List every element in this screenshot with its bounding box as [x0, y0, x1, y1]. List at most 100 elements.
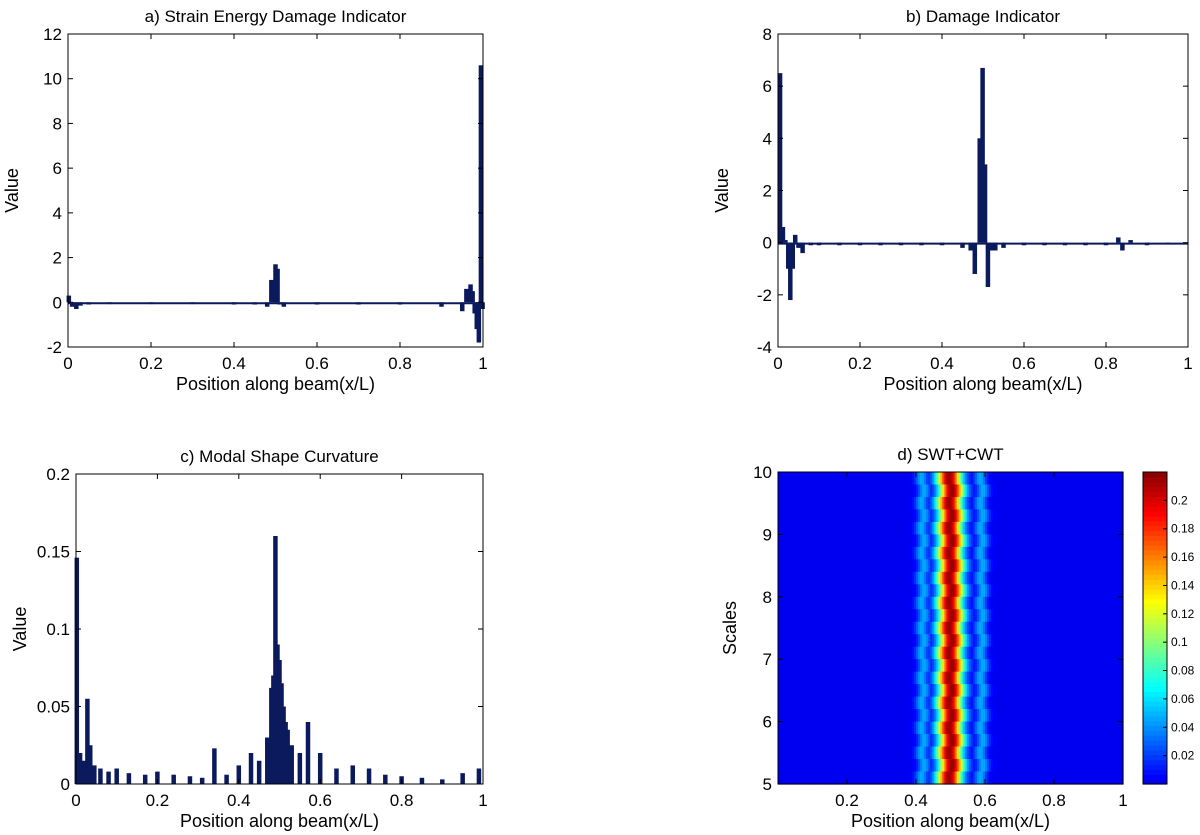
- heat-cell: [800, 759, 803, 773]
- heat-cell: [834, 771, 838, 785]
- heat-cell: [782, 472, 785, 486]
- heat-cell: [800, 671, 803, 685]
- heat-cell: [814, 634, 818, 648]
- heat-cell: [830, 659, 834, 673]
- heat-cell: [976, 659, 980, 673]
- heat-cell: [952, 571, 956, 585]
- heat-cell: [1047, 484, 1051, 498]
- heat-cell: [1082, 646, 1086, 660]
- heat-cell: [1076, 546, 1079, 560]
- heat-cell: [810, 546, 814, 560]
- heat-cell: [938, 609, 941, 623]
- heat-cell: [911, 671, 915, 685]
- heat-cell: [1062, 484, 1065, 498]
- heat-cell: [800, 659, 803, 673]
- heat-cell: [978, 521, 982, 535]
- y-tick-label: 2: [763, 182, 772, 201]
- heat-cell: [1084, 609, 1088, 623]
- heat-cell: [855, 472, 858, 486]
- heat-cell: [978, 496, 982, 511]
- heat-cell: [1066, 771, 1069, 785]
- heat-cell: [997, 771, 1000, 785]
- heat-cell: [920, 646, 923, 660]
- heat-cell: [780, 534, 783, 548]
- heat-cell: [934, 596, 937, 610]
- heat-cell: [849, 696, 852, 710]
- heat-cell: [887, 596, 891, 610]
- heat-cell: [980, 509, 984, 523]
- heat-cell: [826, 709, 830, 723]
- heat-cell: [790, 634, 793, 648]
- heat-cell: [1074, 596, 1077, 610]
- heat-cell: [1051, 609, 1055, 623]
- heat-cell: [1086, 472, 1090, 486]
- heat-cell: [794, 609, 797, 623]
- heat-cell: [928, 684, 931, 698]
- y-axis-label-a: Value: [2, 168, 22, 213]
- heat-cell: [1106, 696, 1110, 710]
- heat-cell: [814, 521, 818, 535]
- heat-cell: [1118, 534, 1122, 548]
- heat-cell: [782, 484, 785, 498]
- heat-cell: [1003, 521, 1006, 535]
- heat-cell: [1104, 496, 1108, 511]
- heat-cell: [804, 521, 808, 535]
- heat-cell: [873, 609, 877, 623]
- heat-cell: [879, 646, 883, 660]
- heat-cell: [1019, 634, 1023, 648]
- x-tick-label: 0.8: [1042, 791, 1066, 810]
- heat-cell: [1007, 584, 1010, 598]
- heat-cell: [1104, 671, 1108, 685]
- heat-cell: [922, 696, 925, 710]
- heat-cell: [1064, 571, 1067, 585]
- heat-cell: [1025, 509, 1029, 523]
- heat-cell: [934, 721, 937, 735]
- heat-cell: [830, 496, 834, 511]
- heat-cell: [932, 534, 935, 548]
- heat-cell: [911, 771, 915, 785]
- heat-cell: [1060, 684, 1063, 698]
- heat-cell: [842, 696, 846, 710]
- heat-cell: [859, 771, 862, 785]
- heat-cell: [991, 659, 994, 673]
- heat-cell: [1114, 709, 1118, 723]
- heat-cell: [1023, 771, 1027, 785]
- heat-cell: [1110, 609, 1114, 623]
- heat-cell: [1072, 496, 1075, 511]
- heat-cell: [857, 696, 860, 710]
- heat-cell: [865, 684, 868, 698]
- heat-cell: [879, 509, 883, 523]
- heat-cell: [1029, 746, 1033, 760]
- heat-cell: [1118, 734, 1122, 748]
- bar-c-36: [366, 768, 372, 784]
- heat-cell: [1114, 759, 1118, 773]
- heat-cell: [962, 521, 966, 535]
- heat-cell: [1080, 746, 1084, 760]
- heat-cell: [1019, 709, 1023, 723]
- heat-cell: [1102, 621, 1106, 635]
- heat-cell: [877, 721, 881, 735]
- heat-cell: [895, 709, 899, 723]
- heat-cell: [942, 521, 946, 535]
- heat-cell: [1108, 509, 1112, 523]
- heat-cell: [842, 571, 846, 585]
- heat-cell: [1058, 521, 1061, 535]
- heat-cell: [1054, 759, 1057, 773]
- heat-cell: [960, 496, 964, 511]
- heat-cell: [863, 734, 866, 748]
- heat-cell: [1025, 709, 1029, 723]
- heat-cell: [1031, 546, 1035, 560]
- heat-cell: [1082, 496, 1086, 511]
- heat-cell: [1013, 534, 1017, 548]
- heat-cell: [1009, 696, 1012, 710]
- heat-cell: [1058, 484, 1061, 498]
- heat-cell: [970, 696, 974, 710]
- heat-cell: [1054, 721, 1057, 735]
- heat-cell: [859, 496, 862, 511]
- heat-cell: [873, 596, 877, 610]
- heat-cell: [1011, 671, 1015, 685]
- heat-cell: [1116, 559, 1120, 573]
- heat-cell: [916, 596, 919, 610]
- heat-cell: [987, 521, 990, 535]
- heat-cell: [1114, 534, 1118, 548]
